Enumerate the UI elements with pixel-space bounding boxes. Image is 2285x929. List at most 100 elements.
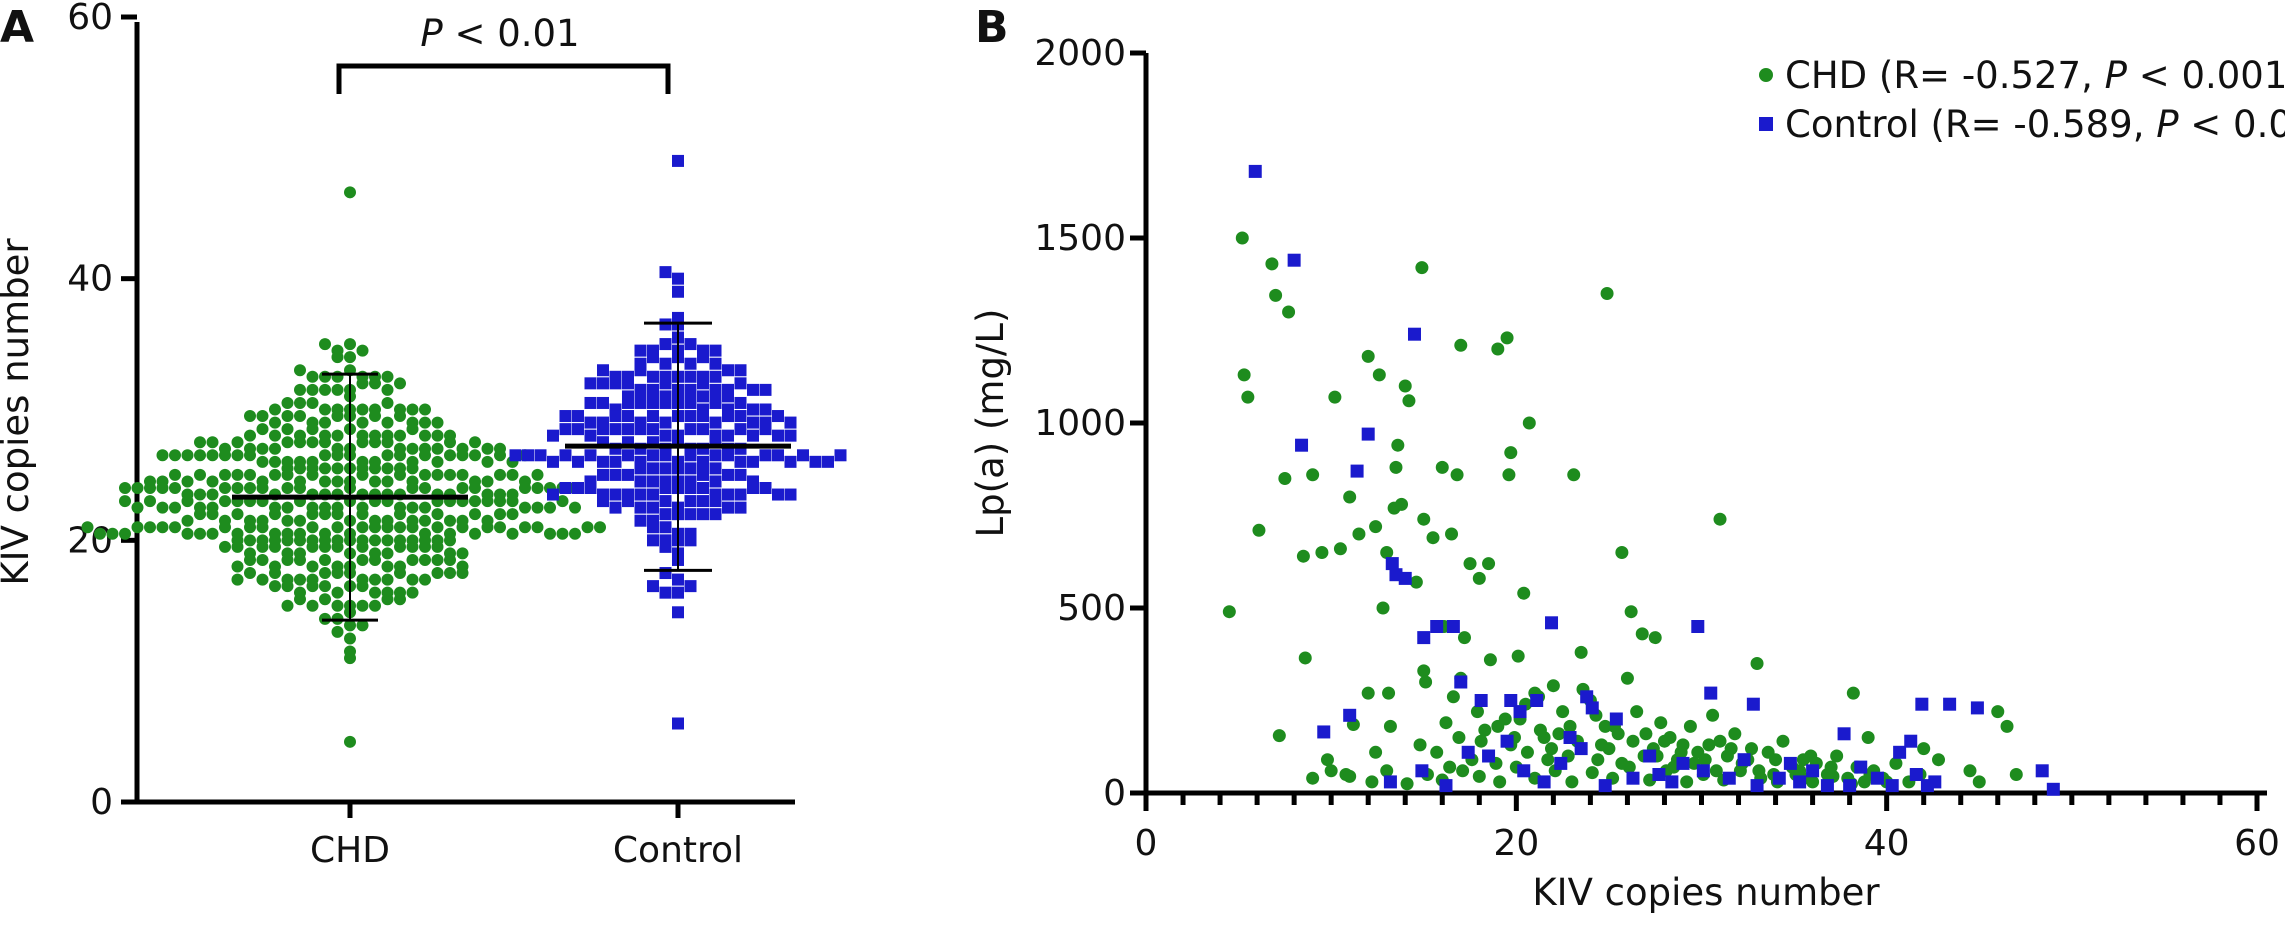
chd-point [456, 482, 469, 494]
chd-point [419, 573, 431, 586]
chd-point [1776, 734, 1790, 748]
chd-point [369, 410, 381, 423]
control-point [1383, 775, 1397, 789]
control-point [772, 449, 784, 462]
chd-point [169, 521, 181, 534]
chd-point [1830, 749, 1844, 763]
chd-point [219, 468, 231, 481]
chd-point [244, 567, 256, 580]
significance-value: < 0.01 [443, 12, 580, 55]
chd-point [1391, 438, 1405, 452]
chd-point [1709, 764, 1723, 778]
chd-point [494, 495, 506, 508]
chd-point [531, 482, 544, 494]
chd-point [269, 508, 281, 521]
control-point [1854, 760, 1868, 774]
control-point [1537, 775, 1551, 789]
chd-point [1361, 349, 1375, 363]
chd-point [1600, 287, 1614, 300]
control-point [1626, 771, 1640, 785]
chd-point [294, 573, 306, 586]
chd-point [356, 468, 369, 481]
chd-point [244, 482, 256, 494]
chd-point [319, 593, 331, 606]
control-point [1545, 616, 1559, 630]
chd-point [381, 383, 394, 396]
chd-point [344, 632, 356, 645]
control-point [622, 377, 634, 390]
chd-point [231, 573, 244, 586]
control-point [659, 540, 672, 553]
control-point [784, 429, 797, 442]
chd-point [269, 429, 281, 442]
panel-b-letter: B [975, 2, 1009, 53]
control-point [1482, 749, 1496, 763]
chd-point [1435, 460, 1449, 474]
chd-point [1282, 305, 1296, 319]
control-point [597, 468, 609, 481]
control-point [659, 508, 672, 521]
control-point [559, 449, 572, 462]
chd-point [544, 501, 556, 514]
control-point [722, 410, 734, 423]
chd-point [256, 482, 269, 494]
chd-point [331, 540, 344, 553]
chd-point [106, 527, 119, 540]
chd-point [219, 521, 231, 534]
control-point [734, 488, 747, 501]
panel-a-x-tick-label: CHD [310, 830, 390, 871]
chd-point [381, 547, 394, 560]
control-point [622, 396, 634, 409]
chd-point [319, 462, 331, 475]
chd-point [394, 410, 406, 423]
chd-point [1520, 745, 1534, 759]
control-point [584, 429, 597, 442]
chd-point [456, 468, 469, 481]
chd-point [1398, 379, 1412, 393]
chd-point [119, 495, 131, 508]
panel-b-x-tick-label: 20 [1493, 823, 1539, 864]
chd-point [381, 475, 394, 488]
control-point [709, 508, 722, 521]
legend-control-label: Control (R= -0.589, P < 0.001) [1785, 103, 2285, 146]
chd-point [394, 508, 406, 521]
control-point [734, 410, 747, 423]
chd-point [244, 468, 256, 481]
chd-point [444, 436, 456, 449]
chd-point [469, 527, 481, 540]
chd-point [1963, 764, 1977, 778]
control-point [672, 717, 684, 730]
chd-point [344, 338, 356, 351]
control-point [759, 482, 772, 494]
chd-point [431, 508, 444, 521]
control-point [659, 396, 672, 409]
panel-a-letter: A [0, 2, 34, 53]
chd-point [1889, 756, 1903, 770]
chd-point [444, 468, 456, 481]
chd-point [356, 436, 369, 449]
chd-point [431, 540, 444, 553]
chd-point [1402, 394, 1416, 408]
chd-point [556, 527, 569, 540]
chd-point [1683, 719, 1697, 733]
control-point [684, 482, 697, 494]
control-point [1517, 764, 1531, 778]
chd-point [519, 482, 531, 494]
control-point [1806, 764, 1820, 778]
control-point [1295, 438, 1309, 452]
control-point [1870, 771, 1884, 785]
control-point [672, 573, 684, 586]
chd-point [306, 370, 319, 383]
chd-point [119, 527, 131, 540]
control-point [1430, 620, 1444, 633]
control-point [1970, 701, 1984, 715]
chd-point [1470, 705, 1484, 719]
chd-point [256, 442, 269, 455]
chd-point [331, 586, 344, 599]
control-point [659, 482, 672, 494]
significance-label: P < 0.01 [420, 12, 579, 55]
chd-point [481, 475, 494, 488]
chd-point [581, 521, 594, 534]
chd-point [1450, 468, 1464, 482]
